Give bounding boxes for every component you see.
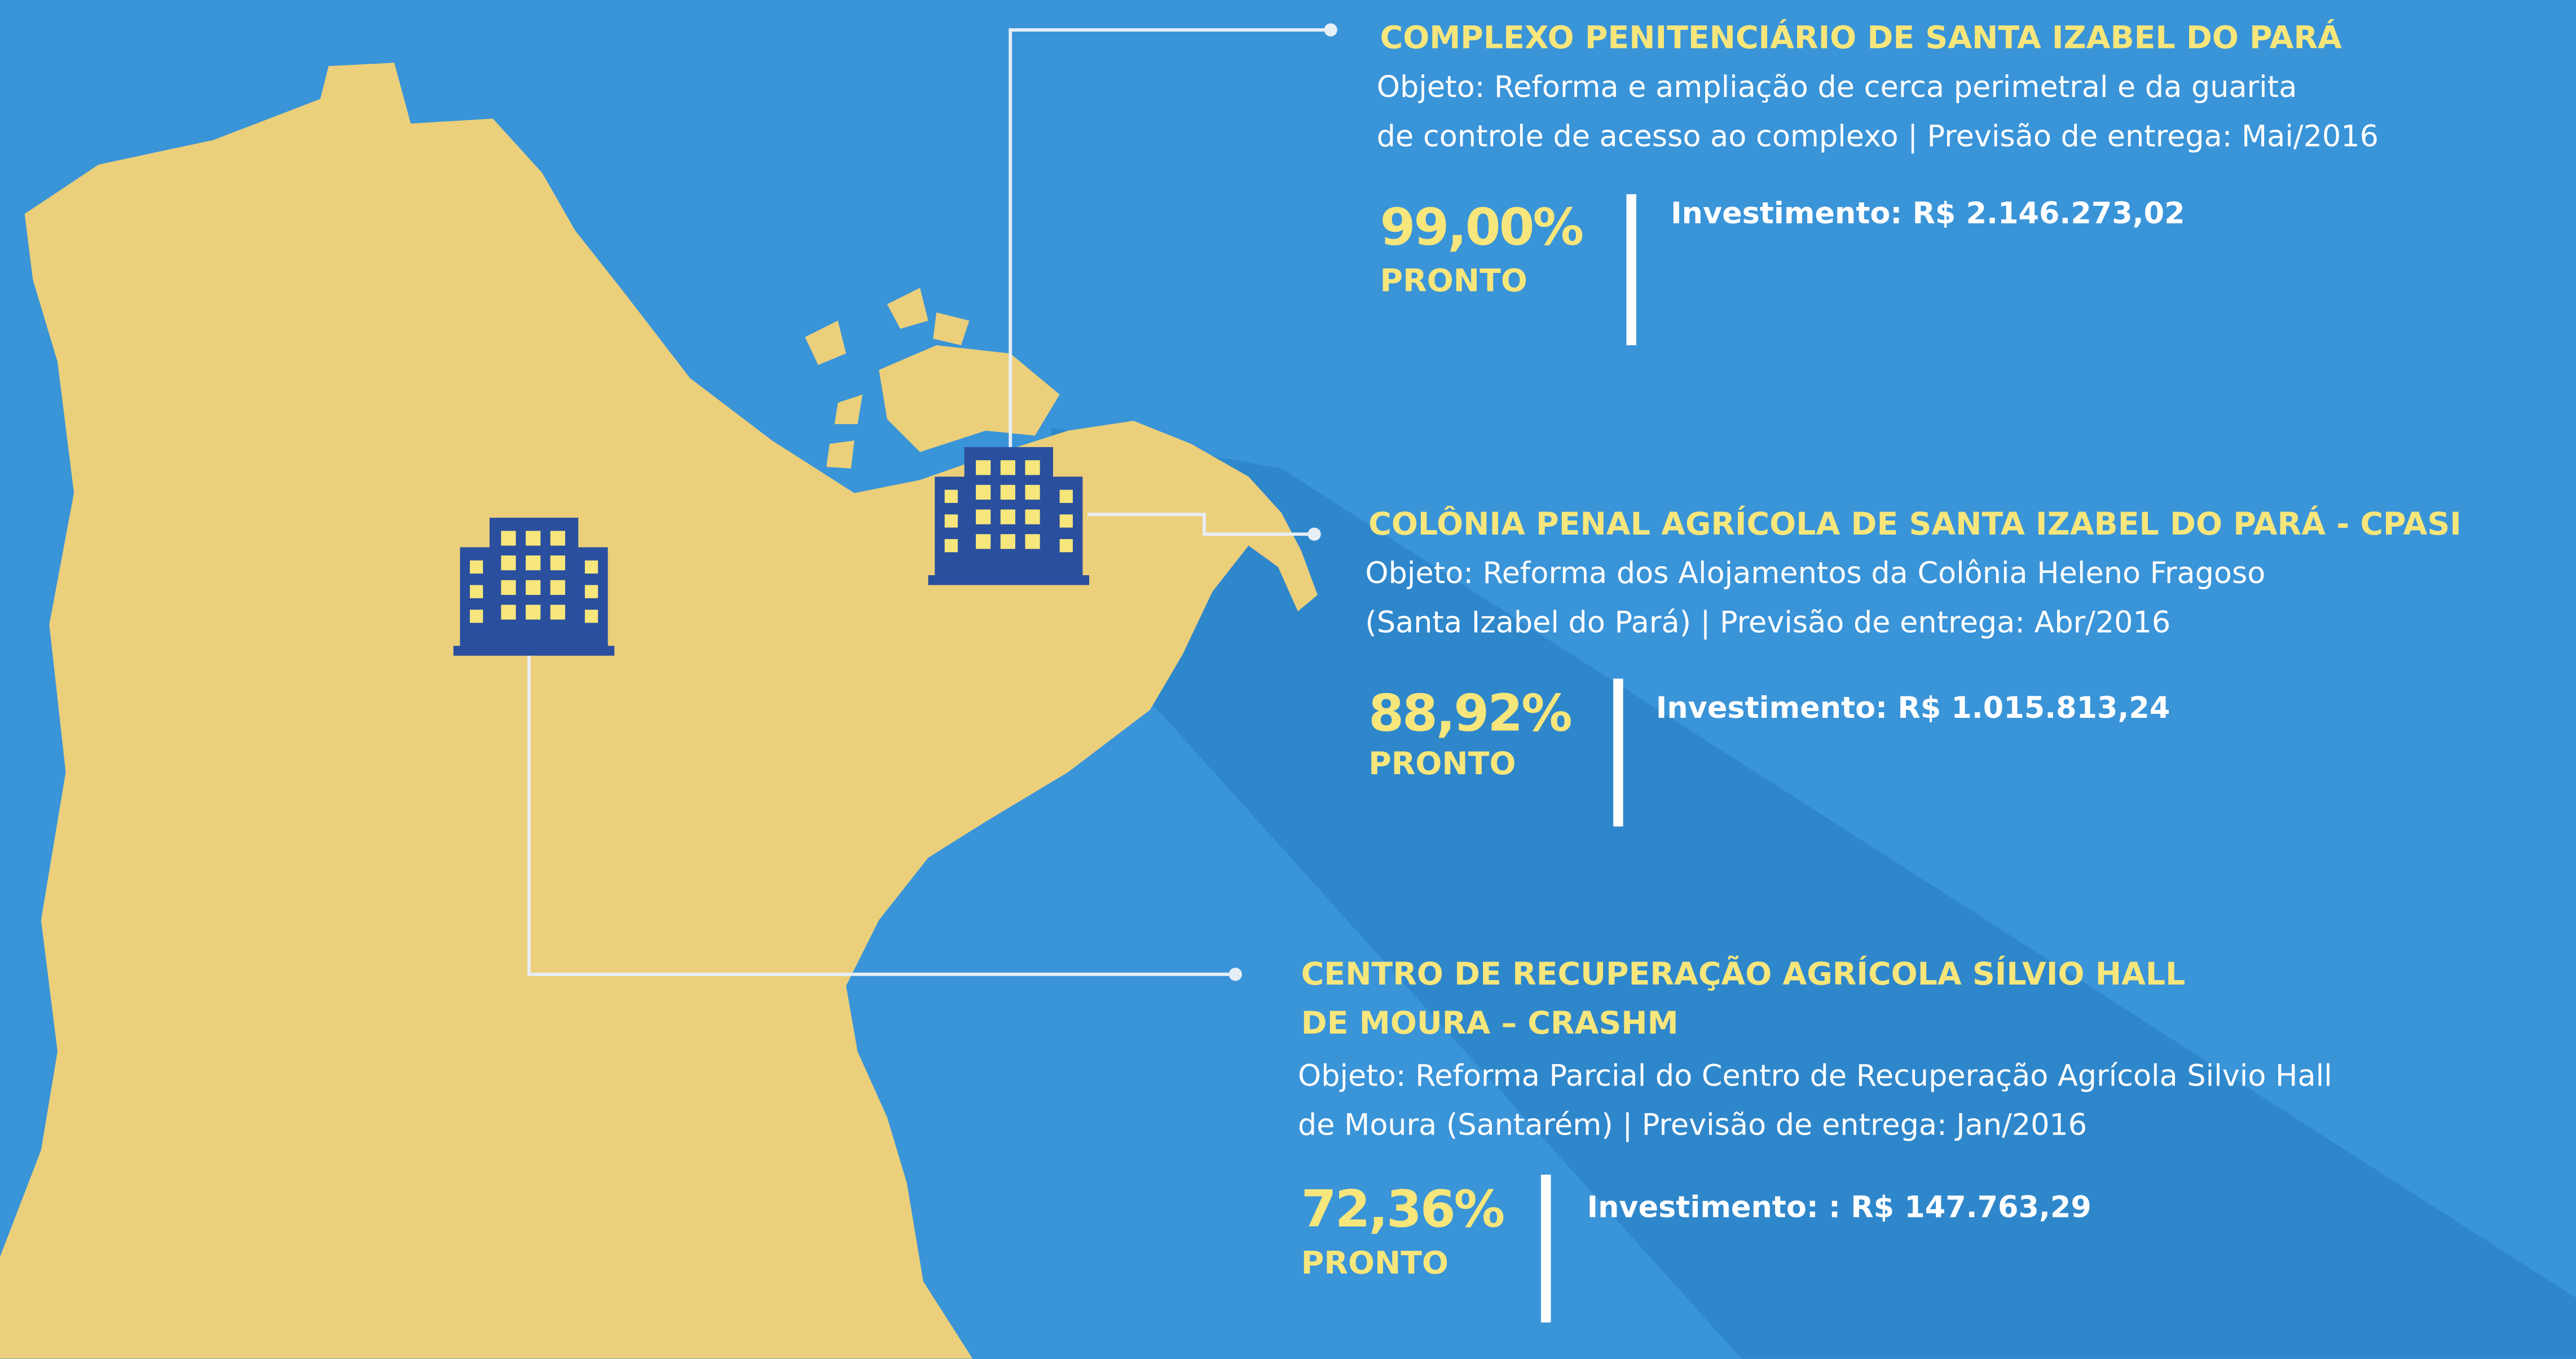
building-window: [1000, 484, 1016, 500]
building-window: [550, 605, 565, 620]
investment: Investimento: : R$ 147.763,29: [1587, 1190, 2091, 1224]
project-texts: COMPLEXO PENITENCIÁRIO DE SANTA IZABEL D…: [1298, 20, 2461, 1323]
connectors: [527, 28, 1331, 976]
investment: Investimento: R$ 2.146.273,02: [1671, 196, 2185, 231]
building-window: [470, 610, 483, 623]
connector-dots: [1228, 23, 1337, 981]
building-window: [470, 585, 483, 598]
building-window: [976, 534, 991, 549]
building-icons: [453, 447, 1090, 656]
building-window: [501, 605, 516, 620]
progress-percent: 72,36%: [1301, 1180, 1504, 1239]
project-title: COMPLEXO PENITENCIÁRIO DE SANTA IZABEL D…: [1380, 20, 2342, 56]
project-description: de controle de acesso ao complexo | Prev…: [1377, 119, 2379, 153]
project-description: de Moura (Santarém) | Previsão de entreg…: [1298, 1108, 2087, 1142]
project-description: Objeto: Reforma e ampliação de cerca per…: [1377, 70, 2297, 104]
project-title: COLÔNIA PENAL AGRÍCOLA DE SANTA IZABEL D…: [1368, 505, 2461, 542]
building-window: [526, 555, 541, 571]
progress-status: PRONTO: [1301, 1245, 1448, 1281]
building-window: [550, 555, 565, 571]
building-window: [944, 489, 958, 503]
building-window: [526, 580, 541, 595]
building-window: [1000, 534, 1016, 549]
investment: Investimento: R$ 1.015.813,24: [1656, 691, 2170, 725]
building-window: [470, 560, 483, 574]
building-window: [1025, 460, 1040, 475]
building-window: [1059, 489, 1073, 503]
building-window: [944, 539, 958, 553]
building-window: [550, 580, 565, 595]
building-window: [1000, 460, 1016, 475]
building-window: [1059, 514, 1073, 528]
building-window: [1059, 539, 1073, 553]
building-icon: [928, 447, 1090, 585]
progress-status: PRONTO: [1380, 263, 1527, 299]
progress-percent: 88,92%: [1368, 683, 1571, 743]
building-window: [526, 531, 541, 546]
building-window: [584, 585, 598, 598]
project-description: (Santa Izabel do Pará) | Previsão de ent…: [1365, 605, 2170, 639]
project-description: Objeto: Reforma Parcial do Centro de Rec…: [1298, 1058, 2332, 1093]
building-icon: [453, 518, 615, 656]
building-window: [1025, 484, 1040, 500]
map: [0, 63, 1318, 1359]
building-window: [501, 555, 516, 571]
building-window: [501, 531, 516, 546]
project-title: DE MOURA – CRASHM: [1301, 1005, 1679, 1042]
building-window: [526, 605, 541, 620]
building-window: [584, 610, 598, 623]
building-window: [584, 560, 598, 574]
building-window: [1000, 509, 1016, 524]
building-window: [1025, 509, 1040, 524]
progress-percent: 99,00%: [1380, 197, 1583, 257]
building-window: [501, 580, 516, 595]
building-window: [944, 514, 958, 528]
building-window: [550, 531, 565, 546]
building-window: [976, 460, 991, 475]
progress-status: PRONTO: [1368, 746, 1516, 782]
project-title: CENTRO DE RECUPERAÇÃO AGRÍCOLA SÍLVIO HA…: [1301, 955, 2186, 992]
building-window: [976, 509, 991, 524]
building-window: [976, 484, 991, 500]
shadow: [1051, 427, 2576, 1359]
building-window: [1025, 534, 1040, 549]
project-description: Objeto: Reforma dos Alojamentos da Colôn…: [1365, 556, 2265, 590]
